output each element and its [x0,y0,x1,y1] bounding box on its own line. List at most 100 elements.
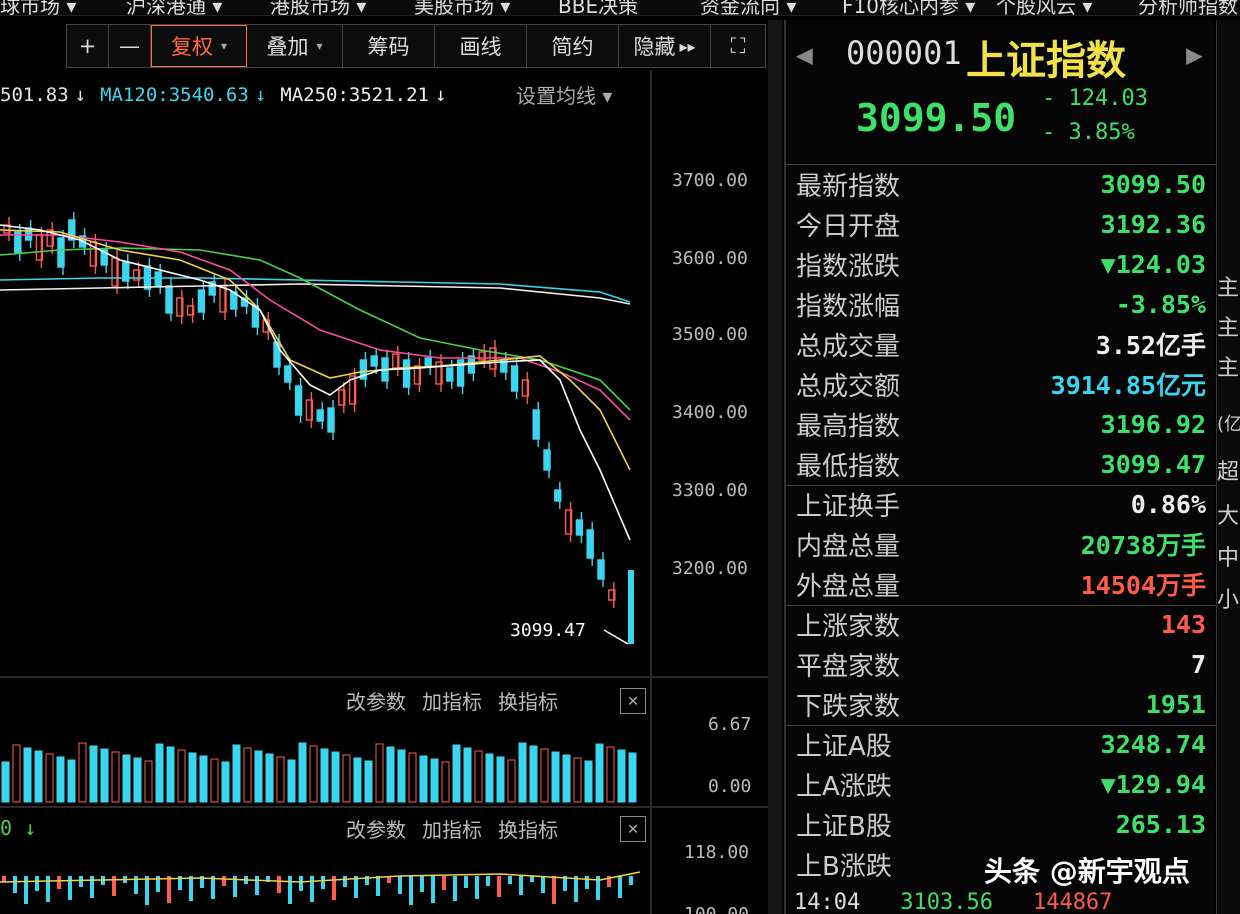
macd-bar [365,876,369,885]
simple-mode-button[interactable]: 简约 [527,25,619,67]
macd-bar [552,876,556,904]
volume-bar [45,753,54,803]
nav-stock-news[interactable]: 个股风云 ▾ [996,0,1093,16]
macd-bar [574,876,578,902]
volume-bar [188,752,197,803]
fuquan-button[interactable]: 复权 ▾ [151,25,247,67]
candle-body [370,355,378,367]
y-tick: 3700.00 [672,170,748,191]
nav-fund-flow[interactable]: 资金流向 ▾ [700,0,797,16]
nav-bbe[interactable]: BBE决策 [558,0,639,16]
quote-row: 上B涨跌 [796,844,1206,884]
nav-hk-connect[interactable]: 沪深港通 ▾ [126,0,223,16]
macd-bar [442,876,446,890]
nav-analyst[interactable]: 分析师指数 [1138,0,1238,16]
macd-bar [24,876,28,904]
candle-body [402,359,411,388]
volume-bar [463,747,472,803]
candle-body [3,224,11,234]
ma120-line [0,277,631,303]
quote-label: 上涨家数 [796,611,901,642]
chips-button[interactable]: 筹码 [343,25,435,67]
ma-item-250: MA250:3521.21 ↓ [280,84,446,106]
add-indicator-button[interactable]: 加指标 [422,818,482,842]
macd-bar [409,876,413,905]
quote-row: 上证换手 0.86% [796,484,1206,524]
volume-bar [342,754,351,803]
tick-volume: 144867 [1032,890,1113,914]
candle-body [46,229,54,247]
switch-indicator-button[interactable]: 换指标 [498,818,558,842]
panel-splitter[interactable] [768,20,782,914]
add-indicator-button[interactable]: 加指标 [422,690,482,714]
nav-hk-market[interactable]: 港股市场 ▾ [270,0,367,16]
volume-bar [452,744,461,803]
hide-button[interactable]: 隐藏 ▸▸ [619,25,711,67]
close-icon[interactable]: ✕ [620,816,646,842]
fullscreen-icon[interactable]: ⛶ [730,33,746,58]
quote-value: 3.52亿手 [1095,331,1206,360]
quote-row: 今日开盘 3192.36 [796,204,1206,244]
volume-bar [78,742,87,803]
ma5-line [0,224,631,541]
overlay-button[interactable]: 叠加 ▾ [247,25,343,67]
modify-params-button[interactable]: 改参数 [346,818,406,842]
low-price-label: 3099.47 [510,620,586,641]
candle-body [543,449,551,471]
draw-line-button[interactable]: 画线 [435,25,527,67]
candle-body [68,219,76,241]
candle-body [186,305,195,316]
y-tick: 3300.00 [672,480,748,501]
prev-stock-icon[interactable]: ◀ [796,38,813,71]
volume-bar [430,758,439,803]
volume-bar [320,748,329,803]
macd-bar [486,876,490,886]
volume-panel-header: 改参数 加指标 换指标 [346,686,558,715]
modify-params-button[interactable]: 改参数 [346,690,406,714]
switch-indicator-button[interactable]: 换指标 [498,690,558,714]
nav-f10[interactable]: F10核心内参 ▾ [842,0,976,16]
arrow-down-icon: ↓ [254,84,267,106]
candle-body [348,375,357,405]
macd-bar [585,876,589,889]
nav-global-market[interactable]: 球市场 ▾ [0,0,77,16]
ma-value: 501.83 [0,84,69,106]
macd-bar [200,876,204,888]
macd-bar [618,876,622,898]
candle-body [165,285,173,314]
panel-divider [0,806,768,808]
candle-body [208,281,216,296]
volume-bar [309,745,318,803]
candle-body [24,227,33,241]
candlestick-chart[interactable] [0,110,650,675]
ma-settings-button[interactable]: 设置均线 ▾ [516,84,613,108]
ma-legend: 501.83 ↓ MA120:3540.63 ↓ MA250:3521.21 ↓ [0,80,460,110]
candle-body [521,379,530,397]
candle-body [132,269,141,281]
macd-bar [299,876,303,891]
next-stock-icon[interactable]: ▶ [1186,38,1203,71]
macd-bar [497,876,501,897]
close-icon[interactable]: ✕ [620,688,646,714]
volume-bar [265,753,274,803]
macd-bar [354,876,358,898]
divider [786,164,1216,165]
volume-bar [353,757,362,803]
quote-value: 3914.85亿元 [1050,371,1206,400]
volume-bar [254,750,263,803]
zoom-in-button[interactable]: + [67,25,109,67]
nav-us-market[interactable]: 美股市场 ▾ [414,0,511,16]
fr-label: (亿 [1217,414,1240,435]
volume-bar [166,746,175,803]
y-tick: 3600.00 [672,248,748,269]
volume-bar [34,750,43,803]
macd-bar [332,876,336,900]
macd-bar [13,876,17,893]
volume-bar [155,743,164,803]
zoom-out-button[interactable]: — [109,25,151,67]
quote-row: 上涨家数 143 [796,604,1206,644]
volume-bar [375,743,384,803]
macd-bar [508,876,512,884]
ma-item-0: 501.83 ↓ [0,84,86,106]
volume-bar [210,758,219,803]
